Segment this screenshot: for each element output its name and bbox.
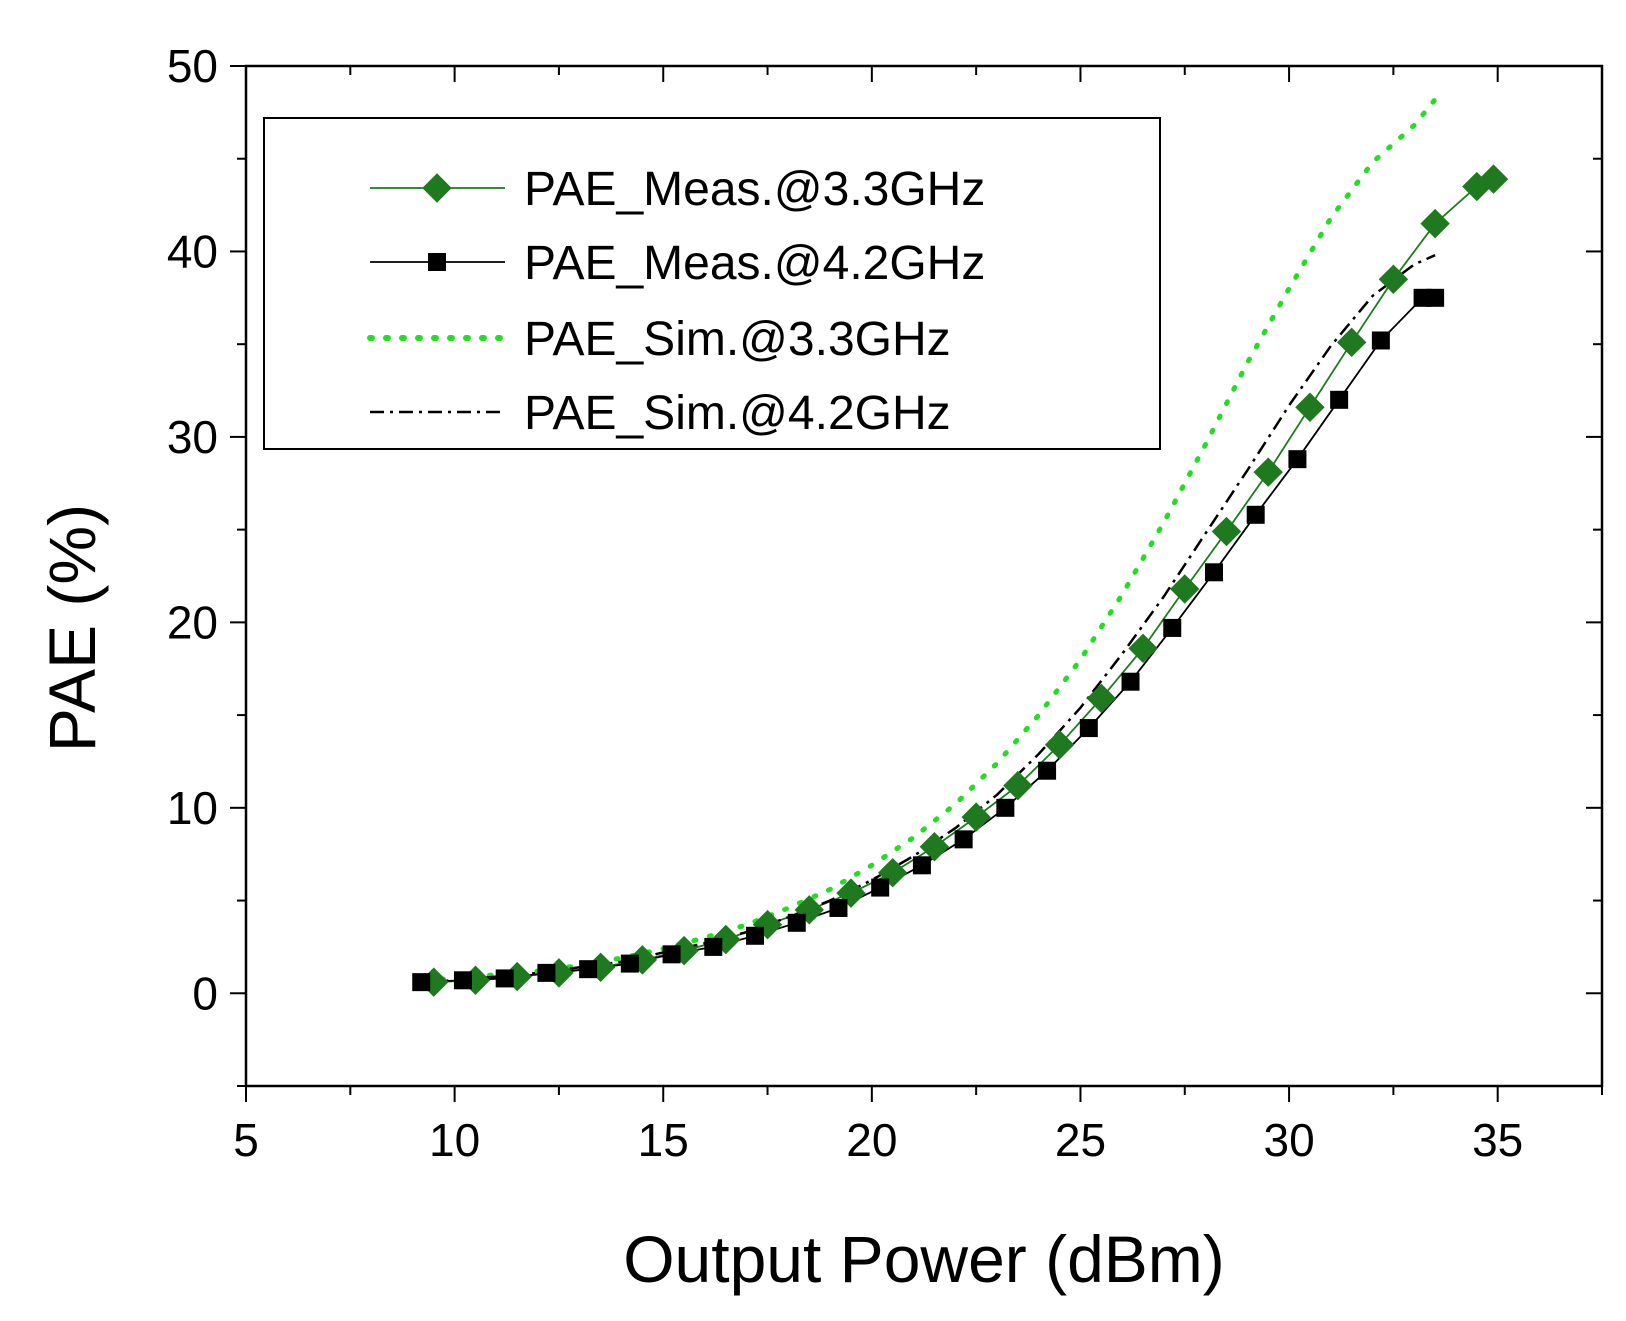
data-point-series-1 (919, 832, 950, 862)
data-point-series-2 (1204, 563, 1223, 582)
data-point-series-1 (1086, 683, 1117, 714)
legend-label-2: PAE_Meas.@4.2GHz (524, 237, 985, 290)
x-tick-label: 5 (233, 1114, 259, 1166)
x-tick-label: 30 (1263, 1114, 1314, 1166)
legend-box (263, 117, 1161, 450)
data-point-series-2 (579, 960, 598, 979)
data-point-series-1 (1044, 730, 1075, 760)
data-point-series-2 (704, 937, 723, 956)
x-tick-label: 35 (1472, 1114, 1523, 1166)
y-tick-label: 10 (167, 782, 218, 834)
data-point-series-1 (1170, 574, 1200, 604)
data-point-series-1 (1128, 633, 1158, 664)
data-point-series-1 (1378, 264, 1409, 294)
data-point-series-2 (996, 798, 1015, 817)
data-point-series-1 (1336, 327, 1367, 358)
data-point-series-2 (746, 926, 765, 945)
data-point-series-2 (1163, 618, 1182, 637)
x-axis-title: Output Power (dBm) (623, 1222, 1225, 1296)
data-point-series-1 (1478, 164, 1509, 194)
data-point-series-2 (1426, 288, 1445, 307)
y-tick-label: 20 (167, 596, 218, 648)
data-point-series-2 (1246, 505, 1265, 524)
x-tick-label: 15 (638, 1114, 689, 1166)
data-point-series-2 (1371, 331, 1390, 350)
legend: PAE_Meas.@3.3GHz PAE_Meas.@4.2GHz PAE_Sim.… (263, 117, 1161, 450)
data-point-series-2 (1121, 672, 1140, 691)
markers-layer (412, 164, 1509, 997)
data-point-series-2 (495, 969, 514, 988)
data-point-series-2 (1079, 719, 1098, 738)
legend-label-4: PAE_Sim.@4.2GHz (524, 387, 951, 440)
y-tick-label: 30 (167, 411, 218, 463)
x-tick-label: 25 (1055, 1114, 1106, 1166)
y-tick-label: 50 (167, 40, 218, 92)
data-point-series-2 (1288, 450, 1307, 469)
x-tick-label: 20 (846, 1114, 897, 1166)
legend-marker-1 (422, 173, 452, 203)
legend-label-1: PAE_Meas.@3.3GHz (524, 163, 985, 216)
y-tick-label: 0 (192, 967, 218, 1019)
data-point-series-1 (1003, 770, 1033, 801)
legend-label-3: PAE_Sim.@3.3GHz (524, 313, 951, 366)
data-point-series-2 (1330, 390, 1349, 409)
data-point-series-2 (787, 913, 806, 932)
data-point-series-2 (912, 856, 931, 875)
axes: 5 10 15 20 25 30 35 0 10 20 30 40 50 (167, 40, 1604, 1166)
legend-marker-2 (428, 253, 446, 271)
data-point-series-2 (871, 878, 890, 897)
plot-frame (244, 64, 1604, 1088)
data-point-series-2 (453, 971, 472, 990)
data-point-series-1 (1211, 516, 1242, 547)
y-axis-title: PAE (%) (35, 504, 109, 752)
data-point-series-2 (954, 830, 973, 849)
x-tick-label: 10 (429, 1114, 480, 1166)
data-point-series-2 (829, 898, 848, 917)
data-point-series-1 (961, 802, 991, 832)
data-point-series-2 (412, 973, 431, 992)
y-tick-label: 40 (167, 225, 218, 277)
data-point-series-2 (620, 954, 639, 973)
data-point-series-2 (1038, 761, 1057, 780)
data-point-series-2 (662, 945, 681, 964)
data-point-series-2 (537, 963, 556, 982)
data-point-series-1 (1420, 208, 1450, 239)
data-point-series-1 (1253, 457, 1283, 487)
data-point-series-1 (1295, 392, 1325, 422)
